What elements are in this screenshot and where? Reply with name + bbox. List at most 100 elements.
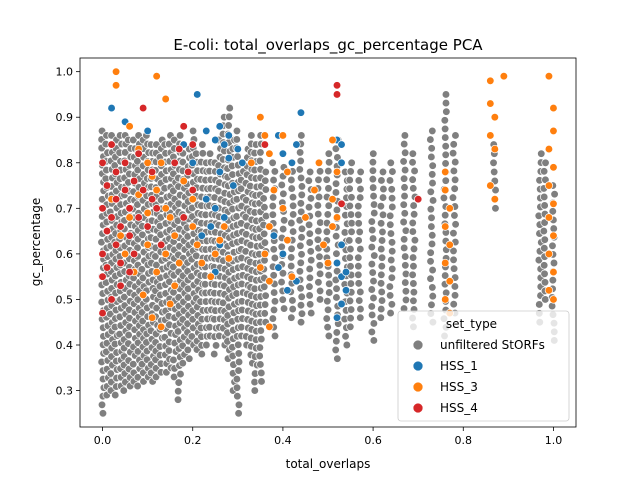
scatter-point bbox=[377, 304, 386, 314]
scatter-point bbox=[174, 386, 183, 396]
scatter-point bbox=[313, 201, 323, 210]
scatter-point bbox=[269, 271, 278, 280]
scatter-point bbox=[98, 249, 107, 259]
scatter-point bbox=[173, 395, 183, 404]
scatter-point bbox=[151, 252, 160, 261]
scatter-point bbox=[368, 158, 378, 167]
scatter-point bbox=[410, 166, 419, 176]
scatter-point bbox=[387, 255, 396, 265]
scatter-point bbox=[170, 158, 179, 167]
scatter-point bbox=[409, 201, 418, 210]
scatter-point bbox=[197, 231, 206, 240]
scatter-point bbox=[379, 184, 388, 194]
scatter-point bbox=[314, 226, 323, 236]
y-axis-label: gc_percentage bbox=[29, 198, 43, 287]
scatter-point bbox=[152, 204, 161, 213]
scatter-point bbox=[345, 175, 354, 185]
scatter-point bbox=[247, 131, 256, 140]
scatter-point bbox=[332, 232, 341, 241]
scatter-point bbox=[297, 131, 306, 140]
x-tick-label: 0.4 bbox=[274, 434, 292, 447]
scatter-point bbox=[490, 144, 499, 154]
scatter-point bbox=[445, 204, 454, 213]
scatter-point bbox=[549, 163, 558, 172]
scatter-point bbox=[234, 366, 243, 375]
scatter-point bbox=[218, 298, 228, 307]
scatter-point bbox=[301, 213, 310, 222]
scatter-point bbox=[179, 176, 188, 186]
scatter-point bbox=[233, 144, 242, 154]
scatter-point bbox=[102, 181, 112, 190]
scatter-point bbox=[377, 244, 386, 254]
scatter-point bbox=[385, 282, 395, 291]
scatter-point bbox=[175, 258, 184, 268]
scatter-point bbox=[143, 208, 152, 218]
scatter-point bbox=[197, 349, 206, 359]
scatter-point bbox=[283, 286, 292, 295]
scatter-point bbox=[143, 222, 152, 231]
scatter-point bbox=[440, 124, 450, 134]
scatter-point bbox=[169, 262, 178, 272]
x-axis: 0.0 0.2 0.4 0.6 0.8 1.0 bbox=[94, 427, 562, 447]
scatter-point bbox=[332, 81, 342, 90]
scatter-point bbox=[414, 195, 423, 204]
scatter-point bbox=[328, 222, 337, 231]
scatter-point bbox=[548, 241, 557, 250]
scatter-point bbox=[332, 267, 342, 276]
scatter-point bbox=[323, 258, 333, 268]
scatter-point bbox=[102, 263, 112, 272]
scatter-point bbox=[133, 381, 142, 391]
y-tick-label: 0.9 bbox=[56, 111, 74, 124]
scatter-point bbox=[376, 219, 386, 228]
scatter-point bbox=[426, 135, 435, 144]
scatter-point bbox=[265, 149, 274, 158]
scatter-point bbox=[377, 296, 387, 305]
scatter-point bbox=[354, 279, 363, 288]
scatter-point bbox=[370, 251, 379, 260]
scatter-point bbox=[265, 277, 274, 286]
scatter-point bbox=[255, 343, 265, 352]
scatter-point bbox=[354, 210, 363, 219]
scatter-point bbox=[170, 281, 179, 290]
scatter-point bbox=[544, 181, 554, 190]
scatter-point bbox=[278, 204, 288, 213]
scatter-point bbox=[409, 288, 419, 297]
scatter-point bbox=[116, 281, 125, 290]
scatter-point bbox=[324, 166, 333, 176]
scatter-point bbox=[143, 158, 152, 167]
scatter-point bbox=[342, 340, 352, 350]
scatter-point bbox=[161, 94, 170, 104]
scatter-point bbox=[124, 330, 133, 340]
scatter-point bbox=[138, 230, 147, 240]
scatter-point bbox=[98, 158, 107, 167]
scatter-point bbox=[279, 224, 288, 234]
scatter-point bbox=[377, 287, 386, 297]
scatter-point bbox=[289, 210, 298, 219]
scatter-point bbox=[260, 203, 269, 212]
scatter-point bbox=[133, 373, 143, 382]
scatter-point bbox=[102, 226, 112, 236]
scatter-point bbox=[307, 256, 316, 265]
scatter-point bbox=[260, 238, 270, 247]
scatter-point bbox=[399, 235, 409, 244]
scatter-point bbox=[269, 288, 279, 297]
scatter-point bbox=[367, 327, 377, 337]
scatter-point bbox=[441, 167, 450, 177]
scatter-point bbox=[287, 272, 297, 281]
y-tick-label: 0.8 bbox=[56, 157, 74, 170]
scatter-point bbox=[450, 184, 459, 193]
scatter-point bbox=[274, 263, 283, 272]
scatter-point bbox=[408, 175, 417, 184]
scatter-point bbox=[549, 231, 558, 240]
scatter-point bbox=[188, 140, 197, 149]
scatter-point bbox=[183, 345, 192, 355]
scatter-point bbox=[211, 249, 220, 259]
scatter-point bbox=[550, 190, 559, 199]
scatter-point bbox=[305, 291, 314, 300]
scatter-point bbox=[450, 175, 460, 185]
scatter-point bbox=[306, 247, 315, 256]
scatter-point bbox=[441, 90, 451, 99]
scatter-point bbox=[323, 210, 332, 219]
scatter-point bbox=[134, 149, 143, 158]
scatter-point bbox=[341, 286, 351, 295]
